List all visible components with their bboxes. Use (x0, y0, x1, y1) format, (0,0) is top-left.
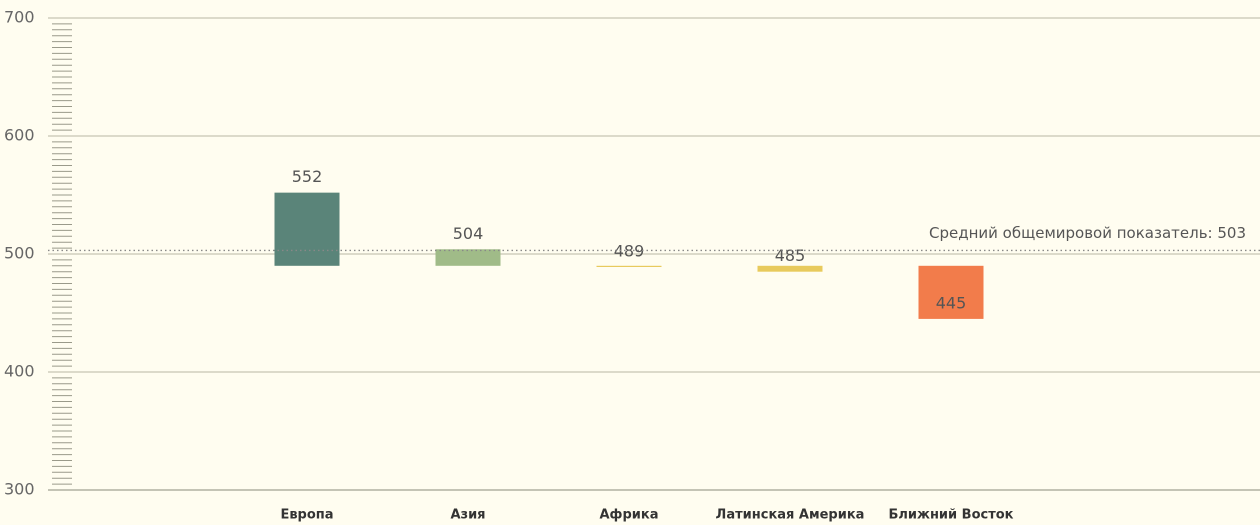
value-label: 504 (453, 224, 484, 243)
y-tick-label: 500 (4, 244, 35, 263)
x-tick-label: Азия (450, 508, 485, 523)
bar (596, 265, 662, 267)
value-label: 552 (292, 167, 323, 186)
bar (274, 192, 340, 266)
y-tick-label: 600 (4, 126, 35, 145)
x-tick-label: Европа (280, 508, 333, 523)
y-tick-label: 300 (4, 480, 35, 499)
x-tick-label: Ближний Восток (888, 508, 1013, 523)
y-tick-label: 700 (4, 8, 35, 27)
value-label: 485 (775, 246, 806, 265)
bar (918, 265, 984, 319)
value-label: 445 (936, 293, 967, 312)
y-tick-label: 400 (4, 362, 35, 381)
bar (435, 249, 501, 266)
x-tick-label: Латинская Америка (716, 508, 865, 523)
bar (757, 265, 823, 272)
x-tick-label: Африка (600, 508, 659, 523)
average-label: Средний общемировой показатель: 503 (929, 224, 1246, 242)
